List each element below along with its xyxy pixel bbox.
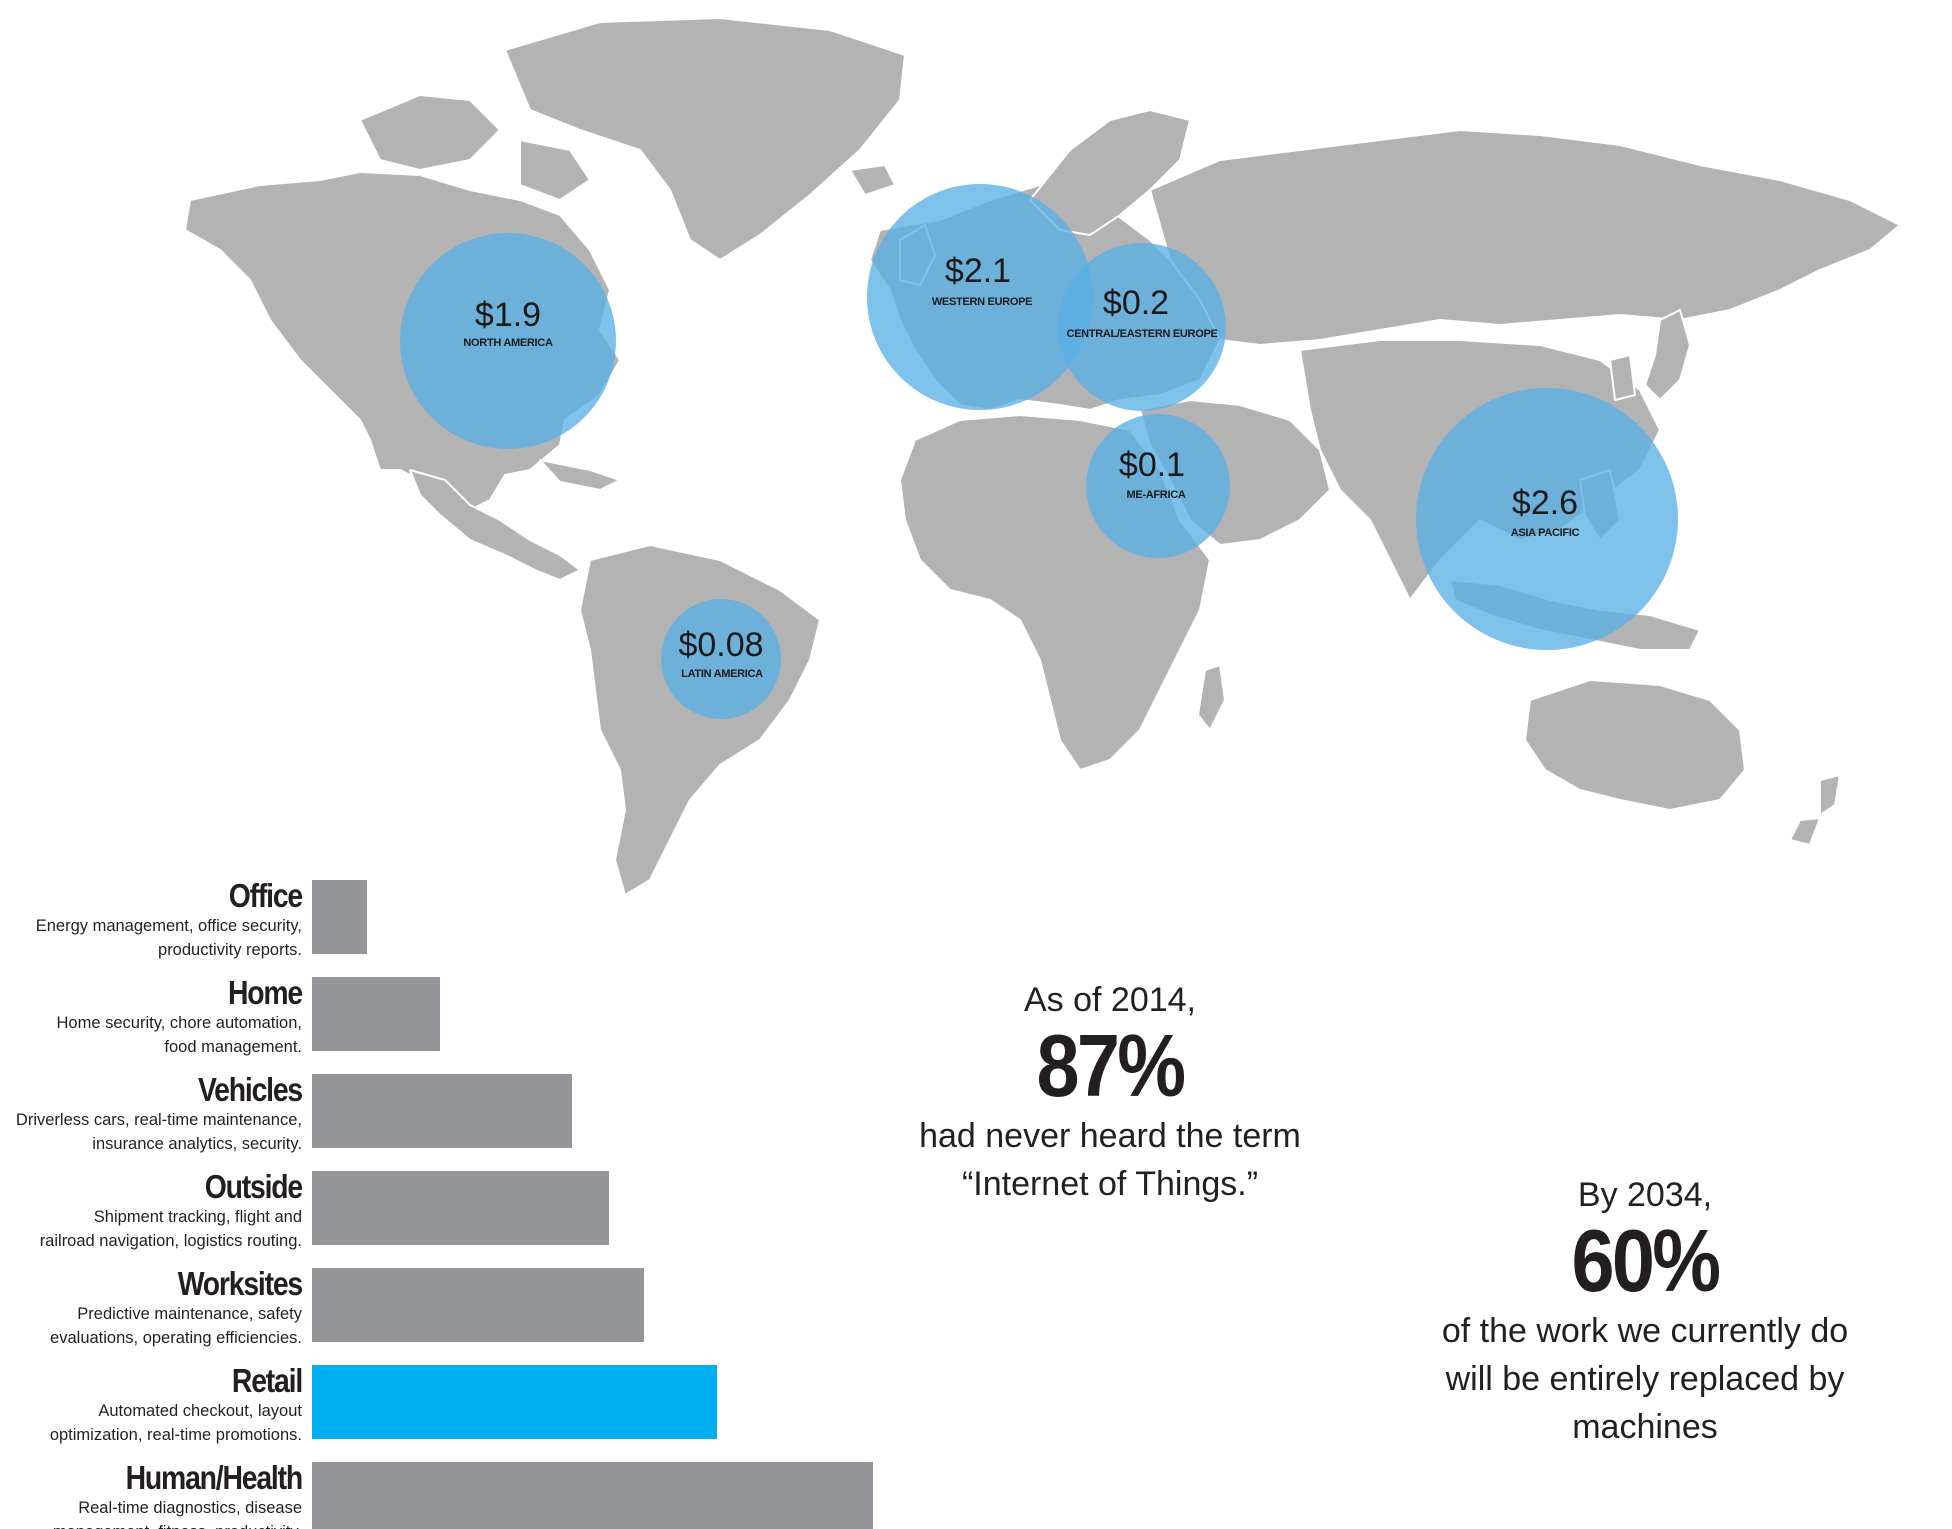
bar-row: Human/Health Real-time diagnostics, disea… (0, 1458, 900, 1529)
bar-category-description: optimization, real-time promotions. (49, 1426, 302, 1444)
bar-home (312, 977, 440, 1051)
bar-retail (312, 1365, 717, 1439)
bar-row: Worksites Predictive maintenance, safety e… (0, 1264, 900, 1347)
region-name: NORTH AMERICA (463, 337, 553, 349)
stat-callout-2034: By 2034, 60% of the work we currently do… (1395, 1175, 1895, 1451)
new-zealand-shape (1789, 774, 1841, 846)
russia-shape (1149, 129, 1901, 346)
bubble-north-america (400, 233, 616, 449)
bar-category-title: Human/Health (125, 1459, 304, 1496)
bar-category-title: Outside (204, 1168, 303, 1205)
region-labels: $1.9 NORTH AMERICA $2.1 WESTERN EUROPE $… (463, 252, 1580, 680)
bubble-western-europe (867, 184, 1093, 410)
bubble-asia-pacific (1416, 388, 1678, 650)
region-value: $2.1 (945, 252, 1011, 290)
bar-text: Retail Automated checkout, layout optimiza… (0, 1362, 303, 1447)
bar-text: Worksites Predictive maintenance, safety e… (0, 1265, 304, 1350)
bar-row: Retail Automated checkout, layout optimiza… (0, 1361, 900, 1444)
region-value: $1.9 (475, 296, 541, 334)
bar-category-title: Office (228, 877, 303, 914)
stat-text-line: “Internet of Things.” (961, 1165, 1259, 1203)
bar-row: Vehicles Driverless cars, real-time maint… (0, 1070, 900, 1153)
greenland-shape (504, 17, 906, 261)
bar-category-title: Vehicles (198, 1071, 303, 1108)
bar-category-description: Shipment tracking, flight and (93, 1208, 302, 1226)
stat-text-line: will be entirely replaced by (1445, 1360, 1845, 1398)
iot-usage-bar-chart: Office Energy management, office security… (0, 870, 900, 1529)
bubble-me-africa (1086, 414, 1230, 558)
stat-percentage: 60% (1571, 1211, 1721, 1310)
south-america-shape (579, 544, 821, 896)
bar-category-description: Real-time diagnostics, disease (78, 1499, 302, 1517)
region-value: $2.6 (1512, 484, 1578, 522)
bar-human-health (312, 1462, 873, 1529)
bar-category-description: Energy management, office security, (35, 917, 302, 935)
bar-text: Office Energy management, office security… (0, 877, 303, 962)
bar-category-description: productivity reports. (158, 941, 302, 959)
central-america-shape (409, 459, 621, 581)
region-name: ME-AFRICA (1126, 489, 1185, 501)
arctic-islands-shape (359, 94, 591, 201)
stat-text-line: of the work we currently do (1441, 1312, 1849, 1350)
bar-text: Outside Shipment tracking, flight and rail… (0, 1168, 304, 1253)
bar-category-description: Driverless cars, real-time maintenance, (15, 1111, 302, 1129)
bar-category-description: management, fitness, productivity. (0, 1520, 302, 1529)
bar-row: Home Home security, chore automation, food… (0, 973, 900, 1056)
bar-category-title: Retail (231, 1362, 303, 1399)
bar-row: Office Energy management, office security… (0, 876, 900, 959)
bar-row: Outside Shipment tracking, flight and rail… (0, 1167, 900, 1250)
bar-office (312, 880, 367, 954)
bar-category-title: Home (227, 974, 303, 1011)
region-name: WESTERN EUROPE (932, 296, 1032, 308)
stat-text-line: had never heard the term (919, 1117, 1301, 1155)
bar-worksites (312, 1268, 644, 1342)
bar-category-title: Worksites (177, 1265, 304, 1302)
bubble-latin-america (661, 599, 781, 719)
region-name: ASIA PACIFIC (1511, 527, 1580, 539)
bar-category-description: evaluations, operating efficiencies. (50, 1329, 302, 1347)
scandinavia-shape (1029, 109, 1191, 236)
bar-category-description: railroad navigation, logistics routing. (39, 1232, 302, 1250)
bar-text: Home Home security, chore automation, food… (0, 974, 304, 1059)
stat-callout-2014: As of 2014, 87% had never heard the term… (860, 980, 1360, 1208)
stat-text-line: machines (1572, 1408, 1718, 1446)
bar-text: Human/Health Real-time diagnostics, disea… (0, 1459, 304, 1529)
bar-text: Vehicles Driverless cars, real-time maint… (0, 1071, 303, 1156)
australia-shape (1524, 679, 1746, 811)
bar-category-description: food management. (164, 1038, 302, 1056)
japan-shape (1609, 309, 1691, 401)
stat-lead: As of 2014, (1023, 981, 1196, 1019)
region-bubbles (400, 184, 1678, 719)
madagascar-shape (1197, 664, 1226, 731)
bubble-central-eastern-europe (1058, 243, 1226, 411)
bar-category-description: Home security, chore automation, (56, 1014, 302, 1032)
region-value: $0.2 (1103, 284, 1169, 322)
bar-outside (312, 1171, 609, 1245)
bar-category-description: insurance analytics, security. (92, 1135, 302, 1153)
stat-percentage: 87% (1036, 1016, 1186, 1115)
bar-category-description: Predictive maintenance, safety (77, 1305, 302, 1323)
stat-lead: By 2034, (1577, 1176, 1713, 1214)
bar-category-description: Automated checkout, layout (98, 1402, 302, 1420)
region-value: $0.08 (678, 626, 763, 664)
bar-vehicles (312, 1074, 572, 1148)
world-map: $1.9 NORTH AMERICA $2.1 WESTERN EUROPE $… (184, 17, 1901, 896)
region-name: CENTRAL/EASTERN EUROPE (1066, 328, 1217, 340)
region-name: LATIN AMERICA (681, 668, 763, 680)
region-value: $0.1 (1119, 446, 1185, 484)
